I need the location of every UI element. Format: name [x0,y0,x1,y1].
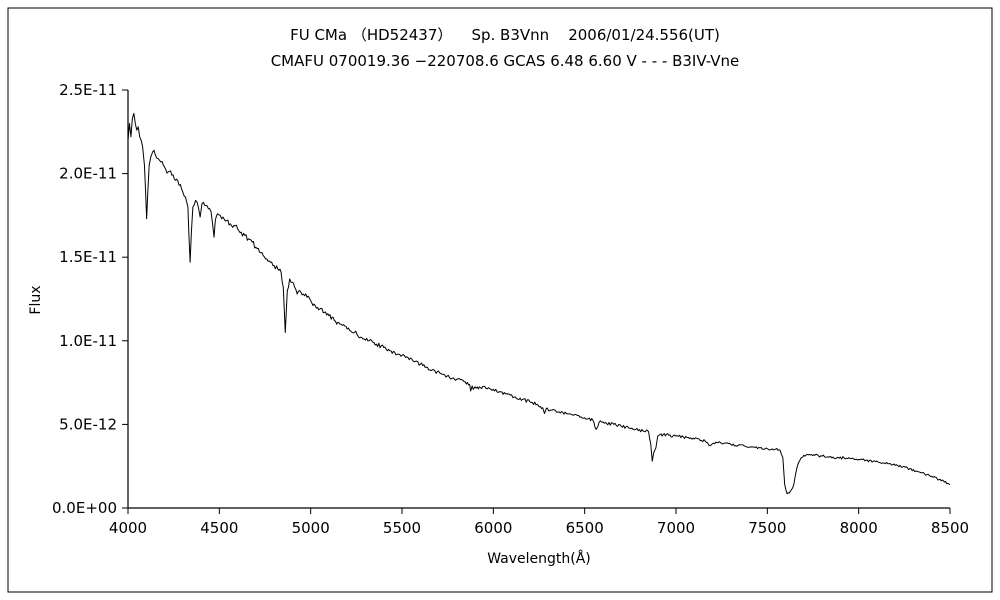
x-tick-label: 4000 [109,519,147,537]
chart-title-line1: FU CMa （HD52437） Sp. B3Vnn 2006/01/24.55… [290,26,720,44]
x-tick-label: 5500 [383,519,421,537]
x-tick-label: 8000 [840,519,878,537]
y-axis-ticks: 0.0E+00 5.0E-12 1.0E-11 1.5E-11 2.0E-11 2.5E-… [52,81,128,517]
figure-border [7,7,993,593]
y-axis-label: Flux [28,285,44,314]
x-axis-label: Wavelength(Å) [487,550,591,567]
y-tick-label: 1.0E-11 [59,332,117,350]
y-tick-label: 0.0E+00 [52,499,117,517]
x-tick-label: 6000 [474,519,512,537]
x-tick-label: 6500 [566,519,604,537]
x-tick-label: 7500 [748,519,786,537]
y-tick-label: 5.0E-12 [59,415,117,433]
x-axis-ticks: 4000 4500 5000 5500 6000 6500 7000 7500 8000 8500 [109,508,969,537]
x-tick-label: 7000 [657,519,695,537]
chart-title-line2: CMAFU 070019.36 −220708.6 GCAS 6.48 6.60… [271,52,740,70]
y-tick-label: 1.5E-11 [59,248,117,266]
y-tick-label: 2.5E-11 [59,81,117,99]
x-tick-label: 8500 [931,519,969,537]
y-tick-label: 2.0E-11 [59,165,117,183]
spectrum-line [127,112,951,495]
x-tick-label: 5000 [292,519,330,537]
x-tick-label: 4500 [200,519,238,537]
